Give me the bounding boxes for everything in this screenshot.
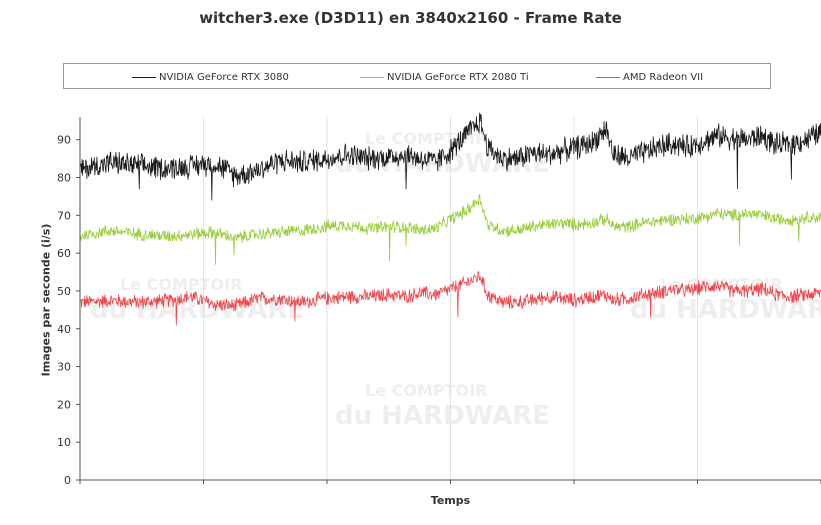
series-line-1 [79,194,821,265]
series-line-2 [79,271,821,326]
legend-swatch-radeon-vii [596,76,620,78]
watermark-line2: du HARDWARE [335,401,550,431]
watermark-line2: du HARDWARE [630,295,821,325]
chart-title: witcher3.exe (D3D11) en 3840x2160 - Fram… [199,9,622,27]
x-axis-label: Temps [430,494,471,507]
legend-label-rtx3080: NVIDIA GeForce RTX 3080 [159,71,289,83]
legend-swatch-rtx3080 [132,76,156,78]
y-tick-label-70: 70 [57,209,71,222]
y-tick-label-30: 30 [57,361,71,374]
y-tick-label-40: 40 [57,323,71,336]
y-tick-label-90: 90 [57,134,71,147]
series-layer [79,112,821,326]
series-line-0 [79,112,821,201]
legend-item-radeon-vii: AMD Radeon VII [596,70,703,84]
watermark-line1: Le COMPTOIR [365,381,487,400]
y-tick-label-80: 80 [57,172,71,185]
legend-item-rtx3080: NVIDIA GeForce RTX 3080 [132,70,289,84]
legend-label-rtx2080ti: NVIDIA GeForce RTX 2080 Ti [387,71,529,83]
legend-label-radeon-vii: AMD Radeon VII [623,71,704,83]
y-tick-label-60: 60 [57,247,71,260]
legend-item-rtx2080ti: NVIDIA GeForce RTX 2080 Ti [360,70,529,84]
y-tick-label-0: 0 [64,474,71,487]
y-tick-label-50: 50 [57,285,71,298]
watermark-line1: Le COMPTOIR [120,275,242,294]
axes: 0 10 20 30 40 50 60 70 80 90 [57,117,821,487]
legend: NVIDIA GeForce RTX 3080 NVIDIA GeForce R… [63,63,771,89]
y-tick-label-10: 10 [57,436,71,449]
y-tick-label-20: 20 [57,398,71,411]
legend-swatch-rtx2080ti [360,76,384,78]
